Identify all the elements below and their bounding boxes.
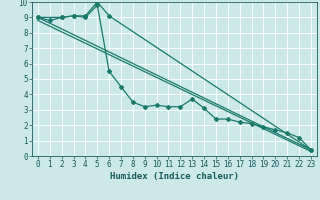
X-axis label: Humidex (Indice chaleur): Humidex (Indice chaleur) — [110, 172, 239, 181]
